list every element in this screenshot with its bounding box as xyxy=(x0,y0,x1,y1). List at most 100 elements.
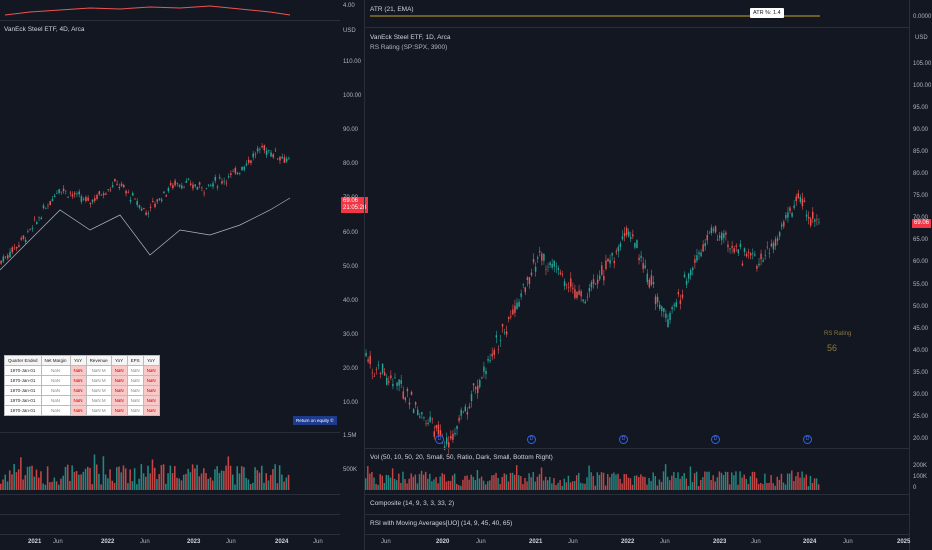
right-candle-body xyxy=(495,335,498,338)
right-volume-bar xyxy=(365,478,367,490)
right-candle-body xyxy=(448,442,450,448)
left-candle-body xyxy=(134,198,136,200)
right-volume-bar xyxy=(813,478,816,490)
right-candle-body xyxy=(524,287,527,293)
right-chart-title[interactable]: VanEck Steel ETF, 1D, Arca xyxy=(370,34,451,41)
right-candle-body xyxy=(555,266,558,268)
right-candle-body xyxy=(582,299,584,302)
left-candle-body xyxy=(247,159,250,163)
dividend-icon-1[interactable]: D xyxy=(435,435,444,444)
dividend-icon-2[interactable]: D xyxy=(527,435,536,444)
right-volume-bar xyxy=(586,477,588,490)
right-chart-pane[interactable]: ATR (21, EMA) ATR %: 1.4 VanEck Steel ET… xyxy=(365,0,910,550)
right-candle-body xyxy=(766,246,768,248)
right-candle-body xyxy=(514,305,516,313)
right-volume-bar xyxy=(412,476,415,490)
right-candle-body xyxy=(801,198,804,207)
left-candle-body xyxy=(185,181,188,183)
table-cell: NaN xyxy=(40,375,71,386)
left-volume-bar xyxy=(261,465,263,490)
right-candle-body xyxy=(539,250,541,253)
left-volume-bar xyxy=(75,470,78,490)
return-on-equity-button[interactable]: Return on equity © xyxy=(293,416,337,425)
pane-divider[interactable] xyxy=(364,0,365,550)
right-time-label: Jun xyxy=(476,539,486,545)
right-volume-bar xyxy=(706,471,708,490)
right-candle-body xyxy=(503,332,506,333)
composite-legend[interactable]: Composite (14, 9, 3, 3, 33, 2) xyxy=(370,500,455,507)
left-candle-body xyxy=(205,188,208,189)
left-candle-body xyxy=(29,229,31,231)
left-candle-body xyxy=(261,146,263,148)
volume-legend[interactable]: Vol (50, 10, 50, 20, Small, 50, Ratio, D… xyxy=(370,454,553,461)
right-volume-bar xyxy=(768,482,770,490)
right-volume-bar xyxy=(596,472,599,490)
right-candle-body xyxy=(710,227,713,233)
right-candle-body xyxy=(690,270,692,276)
right-price-tick: 100.00 xyxy=(913,83,932,90)
right-candle-body xyxy=(671,307,673,310)
right-price-tick: 55.00 xyxy=(913,281,929,288)
right-volume-bar xyxy=(803,477,805,490)
right-volume-bar xyxy=(685,478,688,490)
right-candle-body xyxy=(776,238,779,241)
right-price-tick: 105.00 xyxy=(913,61,932,67)
right-volume-bar xyxy=(396,480,398,490)
rs-rating-legend[interactable]: RS Rating (SP:SPX, 3900) xyxy=(370,44,448,51)
left-price-axis[interactable]: USD xyxy=(340,0,364,550)
right-candle-body xyxy=(809,218,812,226)
left-volume-bar xyxy=(191,464,194,490)
left-candle-body xyxy=(116,183,118,185)
dividend-icon-3[interactable]: D xyxy=(619,435,628,444)
right-volume-bar xyxy=(613,472,615,490)
right-candle-body xyxy=(652,282,655,285)
right-candle-body xyxy=(627,231,630,237)
right-volume-bar xyxy=(404,479,406,490)
right-volume-bar xyxy=(604,485,607,490)
right-candle-body xyxy=(497,349,500,350)
rsi-legend[interactable]: RSI with Moving Averages[UO] (14, 9, 45,… xyxy=(370,520,513,527)
right-volume-bar xyxy=(414,474,417,490)
left-time-label: Jun xyxy=(140,539,150,545)
right-volume-bar xyxy=(505,474,508,490)
right-candle-body xyxy=(642,263,644,269)
right-candle-body xyxy=(375,369,378,370)
left-volume-bar xyxy=(40,471,42,490)
dividend-icon-4[interactable]: D xyxy=(711,435,720,444)
left-volume-bar xyxy=(176,477,178,490)
right-volume-bar xyxy=(551,483,553,490)
right-volume-bar xyxy=(549,476,551,490)
right-candle-body xyxy=(718,235,721,239)
left-chart-title[interactable]: VanEck Steel ETF, 4D, Arca xyxy=(4,26,85,33)
left-volume-bar xyxy=(78,474,80,490)
left-candle-body xyxy=(82,199,85,200)
left-candle-body xyxy=(239,173,241,175)
right-candle-body xyxy=(741,263,744,266)
left-volume-bar xyxy=(207,478,210,490)
right-price-tick: 85.00 xyxy=(913,149,929,156)
right-volume-bar xyxy=(470,474,472,490)
right-candle-body xyxy=(410,391,413,395)
left-volume-bar xyxy=(145,476,147,490)
left-volume-bar xyxy=(22,479,24,490)
left-candle-body xyxy=(234,167,237,174)
right-volume-bar xyxy=(515,465,518,490)
right-volume-bar xyxy=(766,482,768,490)
left-volume-bar xyxy=(127,483,129,490)
right-volume-bar xyxy=(716,477,719,490)
left-candle-body xyxy=(167,188,170,192)
atr-legend[interactable]: ATR (21, EMA) xyxy=(370,6,414,13)
left-candle-body xyxy=(120,183,123,187)
left-volume-bar xyxy=(151,459,154,490)
right-volume-bar xyxy=(383,483,386,490)
left-candle-body xyxy=(24,239,27,243)
table-cell: NaN xyxy=(142,385,160,396)
dividend-icon-5[interactable]: D xyxy=(803,435,812,444)
right-candle-body xyxy=(789,207,791,212)
right-candle-body xyxy=(814,219,816,222)
table-cell: NaN xyxy=(126,365,144,376)
left-volume-bar xyxy=(15,472,18,490)
right-price-axis[interactable]: 0.0000 USD xyxy=(910,0,932,550)
left-chart-pane[interactable]: 4.00 VanEck Steel ETF, 4D, Arca Quarter … xyxy=(0,0,355,550)
right-volume-bar xyxy=(743,474,745,490)
